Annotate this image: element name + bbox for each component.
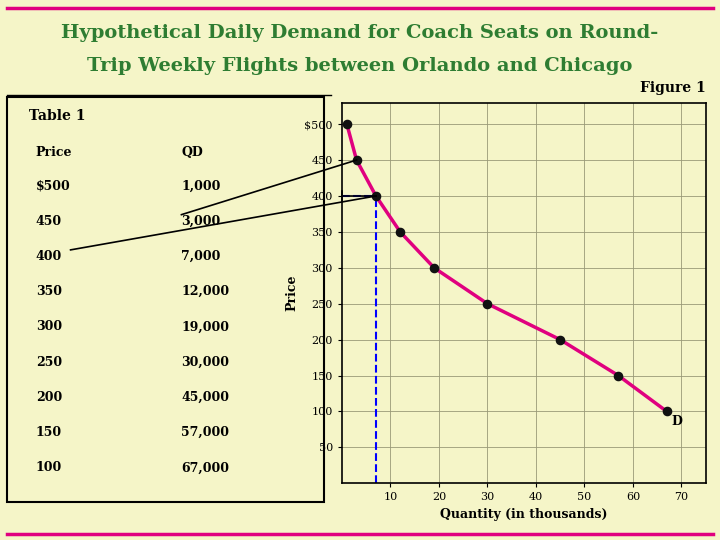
- Text: 100: 100: [36, 461, 62, 474]
- Y-axis label: Price: Price: [286, 275, 299, 311]
- Point: [428, 264, 440, 272]
- Text: 200: 200: [36, 391, 62, 404]
- Text: $500: $500: [36, 179, 71, 192]
- X-axis label: Quantity (in thousands): Quantity (in thousands): [440, 508, 608, 521]
- Text: 57,000: 57,000: [181, 426, 230, 439]
- Point: [613, 371, 624, 380]
- Text: 250: 250: [36, 355, 62, 369]
- Text: 45,000: 45,000: [181, 391, 230, 404]
- Text: 12,000: 12,000: [181, 285, 230, 298]
- Text: 3,000: 3,000: [181, 214, 221, 228]
- Text: 30,000: 30,000: [181, 355, 230, 369]
- Point: [395, 227, 406, 236]
- Text: Trip Weekly Flights between Orlando and Chicago: Trip Weekly Flights between Orlando and …: [87, 57, 633, 75]
- Text: Price: Price: [36, 146, 72, 159]
- Text: 300: 300: [36, 320, 62, 333]
- Point: [370, 192, 382, 200]
- Text: 150: 150: [36, 426, 62, 439]
- Text: Table 1: Table 1: [30, 109, 86, 123]
- Text: 67,000: 67,000: [181, 461, 230, 474]
- Text: Hypothetical Daily Demand for Coach Seats on Round-: Hypothetical Daily Demand for Coach Seat…: [61, 24, 659, 42]
- Text: Figure 1: Figure 1: [640, 81, 706, 95]
- Text: 1,000: 1,000: [181, 179, 221, 192]
- Text: 450: 450: [36, 214, 62, 228]
- Point: [351, 156, 362, 164]
- Point: [554, 335, 566, 344]
- Text: 19,000: 19,000: [181, 320, 230, 333]
- Point: [661, 407, 672, 416]
- Text: 7,000: 7,000: [181, 250, 221, 263]
- Point: [482, 299, 493, 308]
- Text: 400: 400: [36, 250, 62, 263]
- Text: QD: QD: [181, 146, 203, 159]
- Text: 350: 350: [36, 285, 62, 298]
- Text: D: D: [672, 415, 683, 428]
- Point: [341, 120, 353, 129]
